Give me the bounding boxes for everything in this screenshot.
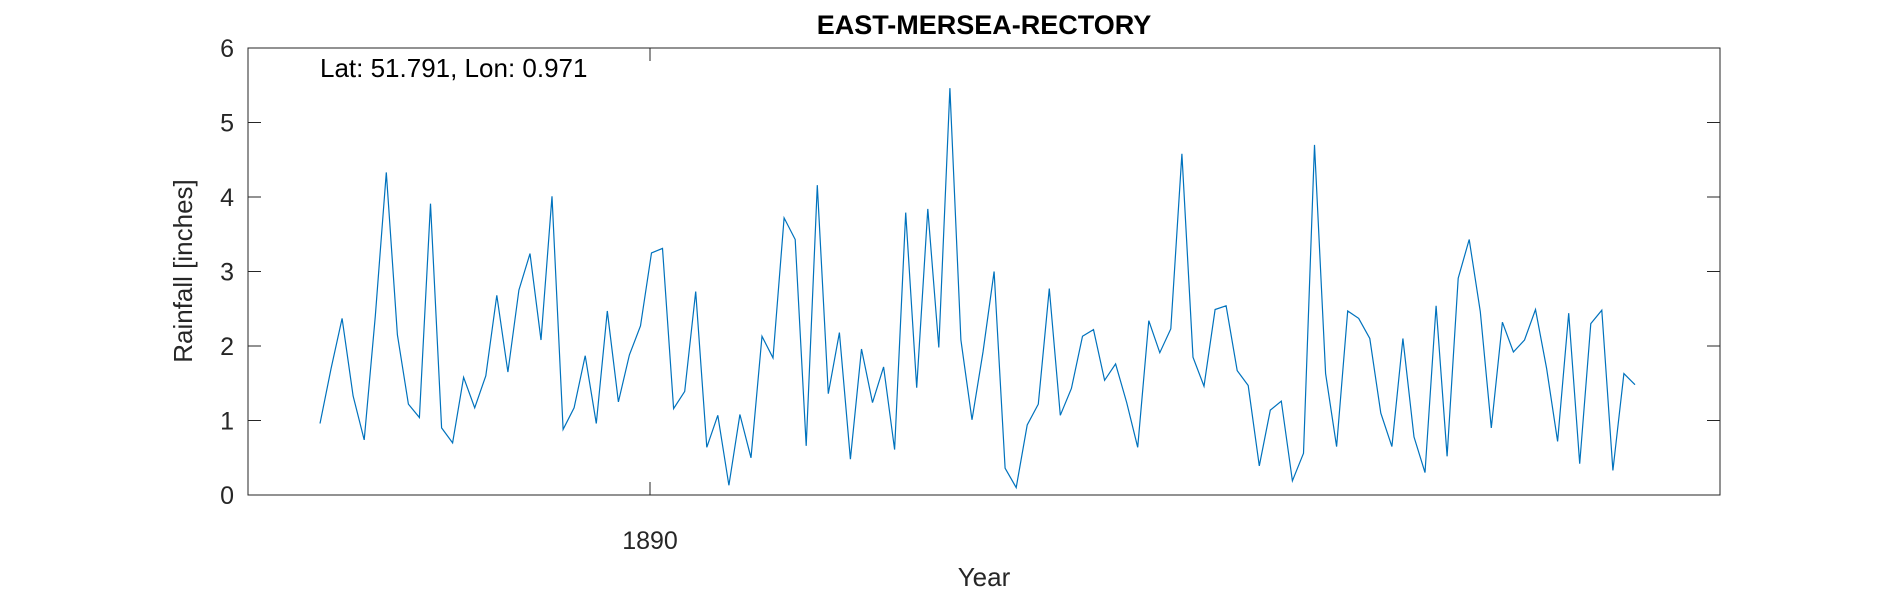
y-tick-label-1: 1 <box>220 408 234 436</box>
rainfall-series-line <box>319 88 1636 490</box>
chart-title: EAST-MERSEA-RECTORY <box>817 10 1152 40</box>
y-tick-label-6: 6 <box>220 35 234 63</box>
plot-area <box>247 47 1721 496</box>
axis-ticks: 0 1 2 3 4 5 6 1890 <box>220 35 1720 555</box>
y-tick-label-2: 2 <box>220 333 234 361</box>
y-tick-label-3: 3 <box>220 259 234 287</box>
location-annotation: Lat: 51.791, Lon: 0.971 <box>320 53 587 83</box>
y-tick-label-4: 4 <box>220 184 234 212</box>
x-tick-label-1890: 1890 <box>622 527 678 555</box>
y-axis-label: Rainfall [inches] <box>168 179 198 363</box>
y-tick-label-0: 0 <box>220 482 234 510</box>
y-tick-label-5: 5 <box>220 110 234 138</box>
x-axis-label: Year <box>958 562 1011 591</box>
